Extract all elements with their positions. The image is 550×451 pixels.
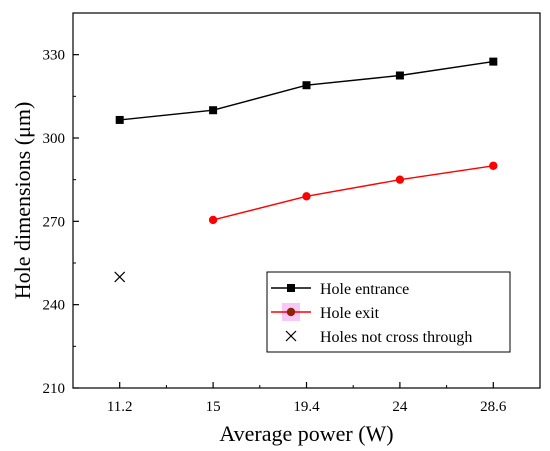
series-0-point-24 (395, 71, 404, 80)
series-1-point-15 (208, 215, 218, 225)
series-1-point-24 (395, 175, 405, 184)
x-axis-title: Average power (W) (219, 421, 393, 446)
legend: Hole entrance Hole exit Holes not cross th… (266, 271, 511, 353)
series-0-point-15 (209, 106, 218, 115)
y-tick-label-300: 300 (43, 131, 66, 147)
series-2-point-11.2 (114, 271, 126, 283)
series-line-1 (212, 165, 494, 221)
series-0-point-19.4 (302, 81, 311, 90)
series-1-point-28.6 (489, 161, 498, 170)
legend-swatch-marker-2 (285, 330, 297, 342)
y-axis-title: Hole dimensions (μm) (10, 102, 35, 300)
series-line-0 (119, 60, 494, 121)
x-tick-label-24: 24 (392, 399, 408, 415)
y-tick-label-240: 240 (43, 298, 66, 314)
y-tick-label-270: 270 (43, 214, 66, 230)
series-0-point-11.2 (115, 115, 124, 124)
x-marker-stroke (285, 330, 297, 342)
x-marker-stroke (114, 271, 126, 283)
x-tick-label-19.4: 19.4 (293, 399, 320, 415)
legend-label-1: Hole exit (320, 305, 380, 322)
y-tick-label-330: 330 (43, 48, 66, 64)
legend-label-2: Holes not cross through (320, 329, 472, 346)
x-tick-label-11.2: 11.2 (107, 399, 133, 415)
x-tick-label-28.6: 28.6 (480, 399, 507, 415)
y-tick-label-210: 210 (43, 381, 66, 397)
series-0-point-28.6 (489, 57, 498, 66)
legend-swatch-marker-0 (287, 284, 295, 292)
legend-label-0: Hole entrance (320, 281, 409, 298)
series-1-point-19.4 (302, 192, 311, 201)
x-tick-label-15: 15 (206, 399, 221, 415)
legend-swatch-marker-1 (286, 307, 296, 317)
